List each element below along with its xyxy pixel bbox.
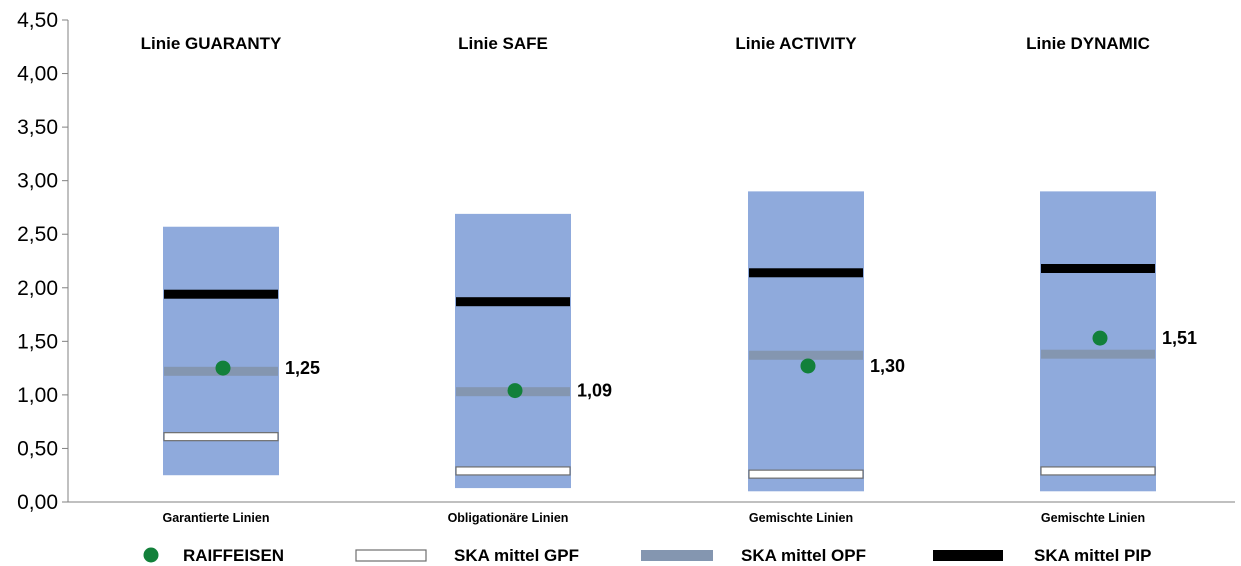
category-title: Linie GUARANTY: [141, 34, 282, 53]
legend-label-ska-pip: SKA mittel PIP: [1034, 546, 1151, 565]
legend-swatch-ska-pip: [933, 550, 1003, 561]
y-tick-label: 0,00: [17, 491, 58, 514]
raiffeisen-point: [800, 358, 816, 374]
category-label: Gemischte Linien: [1041, 511, 1145, 525]
y-tick-label: 0,50: [17, 437, 58, 460]
category-title: Linie SAFE: [458, 34, 548, 53]
y-tick-label: 1,50: [17, 330, 58, 353]
ska-pip-marker: [164, 289, 278, 299]
category-label: Gemischte Linien: [749, 511, 853, 525]
legend-swatch-raiffeisen: [143, 547, 159, 563]
y-tick-label: 2,50: [17, 223, 58, 246]
ska-pip-marker: [1041, 263, 1155, 273]
legend-label-raiffeisen: RAIFFEISEN: [183, 546, 284, 565]
data-label: 1,09: [577, 381, 612, 401]
data-label: 1,25: [285, 358, 320, 378]
data-label: 1,30: [870, 356, 905, 376]
range-box: [455, 213, 571, 489]
legend-swatch-ska-gpf: [355, 549, 427, 562]
legend-label-ska-opf: SKA mittel OPF: [741, 546, 866, 565]
ska-opf-marker: [749, 350, 863, 360]
data-label: 1,51: [1162, 328, 1197, 348]
y-tick-label: 1,00: [17, 384, 58, 407]
ska-gpf-marker: [455, 466, 571, 476]
y-tick-label: 4,00: [17, 63, 58, 86]
ska-pip-marker: [749, 268, 863, 278]
category-label: Obligationäre Linien: [448, 511, 569, 525]
raiffeisen-point: [1092, 330, 1108, 346]
ska-pip-marker: [456, 297, 570, 307]
ska-gpf-marker: [1040, 466, 1156, 476]
ska-gpf-marker: [748, 469, 864, 479]
raiffeisen-point: [507, 383, 523, 399]
raiffeisen-point: [215, 360, 231, 376]
y-tick-label: 2,00: [17, 277, 58, 300]
y-tick-label: 3,50: [17, 116, 58, 139]
y-tick-label: 3,00: [17, 170, 58, 193]
legend-label-ska-gpf: SKA mittel GPF: [454, 546, 579, 565]
legend-swatch-ska-opf: [641, 550, 713, 561]
range-box: [748, 191, 864, 492]
category-title: Linie DYNAMIC: [1026, 34, 1150, 53]
ska-gpf-marker: [163, 432, 279, 442]
y-tick-label: 4,50: [17, 9, 58, 32]
ska-opf-marker: [1041, 349, 1155, 359]
category-title: Linie ACTIVITY: [735, 34, 857, 53]
category-label: Garantierte Linien: [163, 511, 270, 525]
